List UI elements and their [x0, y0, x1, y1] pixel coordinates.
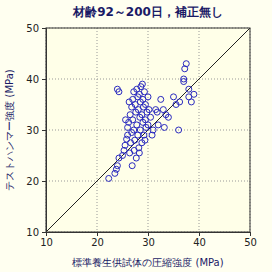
axis-line: [42, 29, 47, 233]
point: [154, 109, 160, 115]
point: [116, 89, 122, 95]
tick-label: 40: [26, 74, 39, 85]
tick-mark: [97, 232, 98, 236]
tick: 50: [244, 232, 257, 248]
point: [114, 163, 120, 169]
tick: 10: [40, 232, 53, 248]
point: [171, 94, 177, 100]
title: 材齢92～200日，補正無し: [72, 5, 223, 19]
plot-marks: [46, 28, 250, 232]
point: [129, 163, 135, 169]
tick-label: 30: [26, 125, 39, 136]
point: [145, 122, 151, 128]
point: [122, 142, 128, 148]
tick: 40: [26, 74, 46, 85]
tick: 30: [142, 232, 155, 248]
point: [165, 114, 171, 120]
plot-area: [46, 28, 250, 232]
tick-mark: [42, 130, 46, 131]
point: [146, 107, 152, 113]
tick-mark: [42, 28, 46, 29]
tick-label: 30: [142, 237, 155, 248]
tick-mark: [250, 232, 251, 236]
point: [149, 132, 155, 138]
point: [161, 124, 167, 130]
tick-mark: [199, 232, 200, 236]
point: [139, 81, 145, 87]
point: [155, 122, 161, 128]
point: [176, 127, 182, 133]
point: [142, 137, 148, 143]
point: [158, 96, 164, 102]
point: [148, 114, 154, 120]
tick: 20: [26, 176, 46, 187]
chart: 10 20 30 40 50 10 20 30 40 50 材齢92～200日，補正無し標準養生供試…: [0, 0, 272, 272]
tick: 30: [26, 125, 46, 136]
tick-mark: [42, 79, 46, 80]
tick: 20: [91, 232, 104, 248]
grid-line: [46, 79, 250, 80]
point: [123, 117, 129, 123]
point: [130, 117, 136, 123]
point: [191, 91, 197, 97]
tick-mark: [42, 181, 46, 182]
point: [188, 99, 194, 105]
point: [186, 86, 192, 92]
background: [0, 0, 272, 272]
point: [181, 76, 187, 82]
x-axis: 10 20 30 40 50: [40, 232, 257, 248]
point: [136, 150, 142, 156]
tick-label: 50: [244, 237, 257, 248]
point: [177, 99, 183, 105]
grid: [46, 28, 250, 232]
tick-mark: [42, 232, 46, 233]
reference-line: [46, 28, 250, 232]
point: [183, 61, 189, 67]
y-axis-title: テストハンマー強度 (MPa): [4, 69, 15, 190]
tick-label: 20: [91, 237, 104, 248]
point: [106, 175, 112, 181]
axis-line: [47, 233, 251, 237]
tick-label: 50: [26, 23, 39, 34]
tick: 40: [193, 232, 206, 248]
tick-label: 10: [40, 237, 53, 248]
tick: 10: [26, 227, 46, 238]
tick-mark: [148, 232, 149, 236]
x-axis-title: 標準養生供試体の圧縮強度 (MPa): [72, 257, 223, 268]
point: [145, 94, 151, 100]
point: [124, 136, 130, 142]
tick-label: 10: [26, 227, 39, 238]
tick-label: 40: [193, 237, 206, 248]
plot-frame: [46, 28, 250, 232]
y-axis: 10 20 30 40 50: [26, 23, 46, 238]
grid-line: [46, 181, 250, 182]
point: [126, 99, 132, 105]
tick: 50: [26, 23, 46, 34]
tick-label: 20: [26, 176, 39, 187]
